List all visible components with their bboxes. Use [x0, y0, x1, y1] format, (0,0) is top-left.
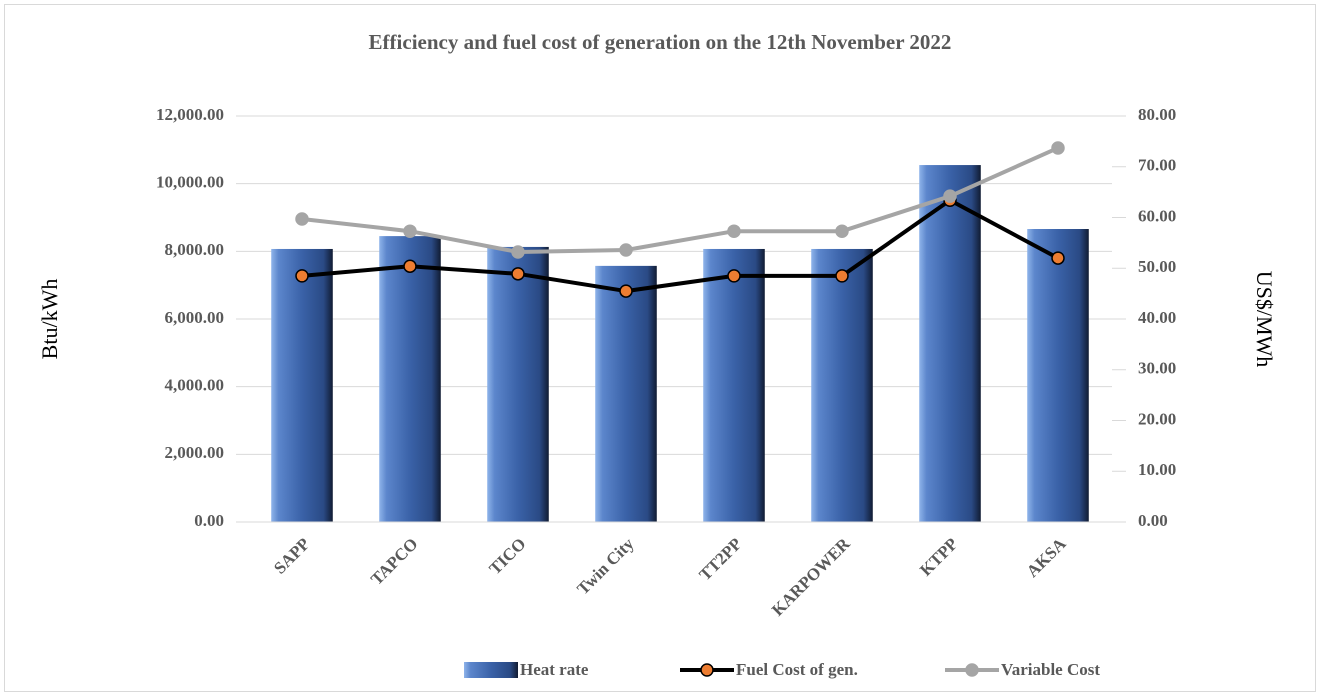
legend-label: Variable Cost — [1001, 660, 1100, 679]
bar — [595, 265, 657, 522]
marker — [835, 224, 849, 238]
marker — [511, 245, 525, 259]
legend-swatch — [464, 662, 518, 678]
y2-tick-label: 70.00 — [1138, 156, 1176, 175]
chart-title: Efficiency and fuel cost of generation o… — [369, 30, 952, 54]
y-tick-label: 10,000.00 — [156, 173, 224, 192]
marker — [1051, 141, 1065, 155]
marker — [295, 212, 309, 226]
y2-tick-label: 50.00 — [1138, 257, 1176, 276]
y2-tick-label: 0.00 — [1138, 511, 1168, 530]
y2-tick-label: 60.00 — [1138, 206, 1176, 225]
bar — [487, 246, 549, 522]
y-tick-label: 0.00 — [194, 511, 224, 530]
marker — [835, 269, 849, 283]
legend-label: Heat rate — [520, 660, 589, 679]
marker — [403, 224, 417, 238]
chart-frame — [4, 4, 1316, 692]
bar — [703, 248, 765, 522]
y2-tick-label: 20.00 — [1138, 409, 1176, 428]
line — [301, 146, 1059, 255]
bar — [919, 165, 981, 522]
marker — [295, 269, 309, 283]
legend-marker — [965, 663, 979, 677]
y2-tick-label: 10.00 — [1138, 460, 1176, 479]
y2-tick-label: 30.00 — [1138, 359, 1176, 378]
marker — [943, 189, 957, 203]
bar — [1027, 229, 1089, 522]
bar — [811, 248, 873, 522]
marker — [619, 284, 633, 298]
y-tick-label: 12,000.00 — [156, 105, 224, 124]
marker — [727, 224, 741, 238]
y2-axis-title: US$/MWh — [1252, 271, 1277, 368]
bar — [271, 248, 333, 522]
y-tick-label: 2,000.00 — [165, 443, 225, 462]
marker — [511, 267, 525, 281]
y-tick-label: 4,000.00 — [165, 376, 225, 395]
marker — [403, 259, 417, 273]
legend-marker — [700, 663, 714, 677]
legend-label: Fuel Cost of gen. — [736, 660, 858, 679]
y-axis-title: Btu/kWh — [37, 279, 62, 360]
line — [301, 198, 1059, 294]
marker — [1051, 251, 1065, 265]
marker — [619, 243, 633, 257]
marker — [727, 269, 741, 283]
y-tick-label: 6,000.00 — [165, 308, 225, 327]
y2-tick-label: 80.00 — [1138, 105, 1176, 124]
bar — [379, 236, 441, 522]
y-tick-label: 8,000.00 — [165, 240, 225, 259]
y2-tick-label: 40.00 — [1138, 308, 1176, 327]
